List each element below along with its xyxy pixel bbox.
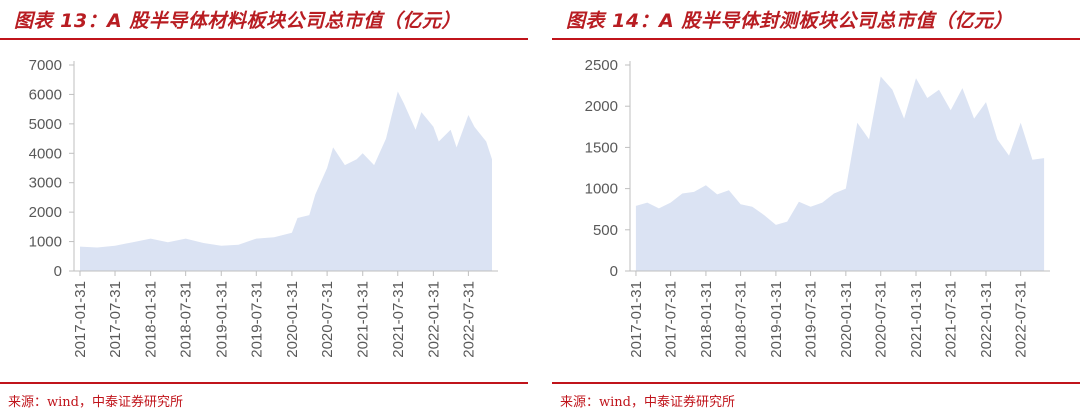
x-tick-label: 2019-07-31	[248, 281, 265, 358]
x-tick-label: 2021-07-31	[390, 281, 407, 358]
x-tick-label: 2018-01-31	[143, 281, 160, 358]
source-divider	[552, 382, 1080, 384]
market-cap-area	[80, 91, 492, 271]
x-tick-label: 2018-07-31	[178, 281, 195, 358]
x-tick-label: 2020-01-31	[284, 281, 301, 358]
x-tick-label: 2022-07-31	[1013, 281, 1030, 358]
x-tick-label: 2019-07-31	[803, 281, 820, 358]
area-chart-13: 0 1000 2000 3000 4000 5000 6000 7000 2017-01-31 2…	[29, 57, 498, 358]
y-tick-label: 2500	[585, 57, 618, 74]
source-note: 来源：wind，中泰证券研究所	[560, 395, 735, 410]
y-tick-label: 7000	[29, 57, 62, 74]
source-divider	[0, 382, 528, 384]
title-divider	[0, 38, 528, 40]
chart-panel-13: 图表 13：A 股半导体材料板块公司总市值（亿元） 0 1000 2000 3000 4…	[0, 0, 528, 416]
x-tick-label: 2017-07-31	[663, 281, 680, 358]
y-tick-label: 6000	[29, 86, 62, 103]
y-tick-label: 1000	[585, 181, 618, 198]
chart-title: 图表 14：A 股半导体封测板块公司总市值（亿元）	[566, 10, 1013, 32]
x-tick-label: 2021-01-31	[355, 281, 372, 358]
y-tick-label: 4000	[29, 145, 62, 162]
x-tick-label: 2018-07-31	[733, 281, 750, 358]
x-tick-label: 2017-07-31	[107, 281, 124, 358]
x-tick-label: 2017-01-31	[72, 281, 89, 358]
x-tick-label: 2020-07-31	[873, 281, 890, 358]
y-tick-label: 0	[54, 263, 62, 280]
y-tick-label: 500	[593, 222, 618, 239]
x-tick-label: 2017-01-31	[628, 281, 645, 358]
chart-panel-14: 图表 14：A 股半导体封测板块公司总市值（亿元） 0 500 1000 1500 20…	[552, 0, 1080, 416]
x-tick-label: 2020-07-31	[319, 281, 336, 358]
y-tick-label: 2000	[585, 98, 618, 115]
y-tick-label: 0	[610, 263, 618, 280]
y-tick-label: 1500	[585, 139, 618, 156]
x-tick-label: 2022-07-31	[460, 281, 477, 358]
title-divider	[552, 38, 1080, 40]
area-chart-14: 0 500 1000 1500 2000 2500 2017-01-31 2017-07-31…	[585, 57, 1050, 358]
x-tick-label: 2019-01-31	[213, 281, 230, 358]
x-tick-label: 2020-01-31	[838, 281, 855, 358]
y-tick-label: 1000	[29, 234, 62, 251]
x-tick-label: 2018-01-31	[698, 281, 715, 358]
source-note: 来源：wind，中泰证券研究所	[8, 395, 183, 410]
x-tick-label: 2022-01-31	[978, 281, 995, 358]
x-tick-label: 2022-01-31	[425, 281, 442, 358]
x-tick-label: 2021-07-31	[943, 281, 960, 358]
y-tick-label: 3000	[29, 175, 62, 192]
chart-title: 图表 13：A 股半导体材料板块公司总市值（亿元）	[14, 10, 461, 32]
x-tick-label: 2019-01-31	[768, 281, 785, 358]
market-cap-area	[635, 76, 1045, 271]
y-tick-label: 5000	[29, 116, 62, 133]
x-tick-label: 2021-01-31	[908, 281, 925, 358]
y-tick-label: 2000	[29, 204, 62, 221]
